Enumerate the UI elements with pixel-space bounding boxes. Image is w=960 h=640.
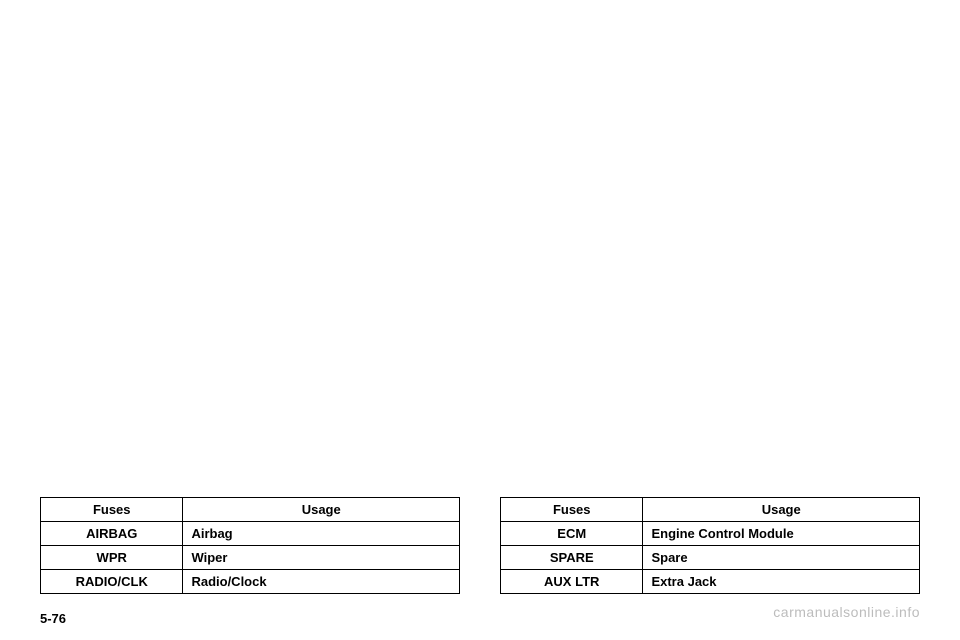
fuse-cell: SPARE (501, 546, 643, 570)
table-row: WPR Wiper (41, 546, 460, 570)
table-header-row: Fuses Usage (501, 498, 920, 522)
col-header-fuses: Fuses (501, 498, 643, 522)
table-row: SPARE Spare (501, 546, 920, 570)
table-row: AUX LTR Extra Jack (501, 570, 920, 594)
left-table-wrap: Fuses Usage AIRBAG Airbag WPR Wiper RADI… (40, 497, 460, 594)
usage-cell: Wiper (183, 546, 460, 570)
manual-page: Fuses Usage AIRBAG Airbag WPR Wiper RADI… (0, 0, 960, 640)
col-header-usage: Usage (183, 498, 460, 522)
col-header-fuses: Fuses (41, 498, 183, 522)
table-header-row: Fuses Usage (41, 498, 460, 522)
right-table-wrap: Fuses Usage ECM Engine Control Module SP… (500, 497, 920, 594)
tables-row: Fuses Usage AIRBAG Airbag WPR Wiper RADI… (40, 497, 920, 594)
fuse-cell: AIRBAG (41, 522, 183, 546)
table-row: ECM Engine Control Module (501, 522, 920, 546)
right-fuse-table: Fuses Usage ECM Engine Control Module SP… (500, 497, 920, 594)
fuse-cell: WPR (41, 546, 183, 570)
table-row: RADIO/CLK Radio/Clock (41, 570, 460, 594)
fuse-cell: ECM (501, 522, 643, 546)
usage-cell: Engine Control Module (643, 522, 920, 546)
table-row: AIRBAG Airbag (41, 522, 460, 546)
watermark-text: carmanualsonline.info (773, 604, 920, 620)
col-header-usage: Usage (643, 498, 920, 522)
usage-cell: Radio/Clock (183, 570, 460, 594)
fuse-cell: RADIO/CLK (41, 570, 183, 594)
left-fuse-table: Fuses Usage AIRBAG Airbag WPR Wiper RADI… (40, 497, 460, 594)
usage-cell: Spare (643, 546, 920, 570)
fuse-cell: AUX LTR (501, 570, 643, 594)
usage-cell: Extra Jack (643, 570, 920, 594)
usage-cell: Airbag (183, 522, 460, 546)
page-number: 5-76 (40, 611, 66, 626)
